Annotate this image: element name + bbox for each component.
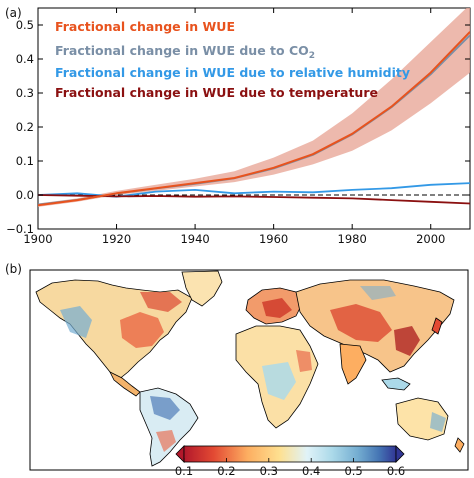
legend-rh: Fractional change in WUE due to relative…	[55, 65, 410, 80]
africa-blue-center	[262, 362, 296, 400]
asia-red-interior	[330, 304, 392, 342]
y-tick-label: 0.4	[16, 52, 34, 66]
x-tick-label: 1960	[259, 232, 288, 246]
europe-red	[262, 298, 292, 318]
panel-b-label: (b)	[5, 262, 22, 276]
southeast-asia-islands	[381, 377, 411, 391]
colorbar-tick-label: 0.1	[175, 464, 193, 478]
y-tick-label: 0.2	[16, 120, 34, 134]
panel-a-label: (a)	[5, 6, 22, 20]
panel-b: (b)	[5, 262, 469, 478]
north-america-red-northeast	[140, 292, 182, 312]
x-tick-label: 1920	[102, 232, 131, 246]
series-line-wue	[38, 31, 470, 207]
y-tick-label: 0.5	[16, 18, 34, 32]
new-zealand	[454, 437, 465, 453]
panel-a-plot-area	[38, 8, 470, 207]
colorbar: 0.1 0.2 0.3 0.4 0.5 0.6	[175, 445, 405, 478]
asia-dark-red-east	[394, 326, 420, 356]
colorbar-tick-label: 0.2	[217, 464, 235, 478]
y-tick-label: −0.1	[6, 222, 34, 236]
colorbar-tick-label: 0.3	[260, 464, 278, 478]
legend-temp: Fractional change in WUE due to temperat…	[55, 85, 378, 100]
australia-blue-east	[430, 412, 446, 432]
panel-a-axes: 1900 1920 1940 1960 1980 2000 −0.1 0.0 0.1 0.2 0.3…	[6, 8, 470, 246]
series-line-temp	[38, 194, 470, 205]
colorbar-ticks: 0.1 0.2 0.3 0.4 0.5 0.6	[175, 458, 405, 478]
south-america-red	[156, 430, 176, 452]
x-tick-label: 1900	[23, 232, 52, 246]
greenland	[181, 270, 223, 307]
y-tick-label: 0.3	[16, 86, 34, 100]
colorbar-tick-label: 0.5	[344, 464, 362, 478]
north-america-blue-west	[60, 306, 92, 338]
panel-a: (a) 1900 1920 1940 1960 1980 2000 −0.1 0.0 0.1 0.…	[5, 6, 471, 246]
x-tick-label: 1980	[338, 232, 367, 246]
legend: Fractional change in WUE Fractional chan…	[55, 19, 410, 100]
world-map	[35, 270, 465, 467]
south-america-blue	[150, 396, 180, 420]
legend-co2: Fractional change in WUE due to CO2	[55, 43, 315, 61]
legend-wue: Fractional change in WUE	[55, 19, 235, 34]
colorbar-max-extend	[395, 445, 405, 463]
x-tick-label: 1940	[180, 232, 209, 246]
colorbar-tick-label: 0.6	[387, 464, 405, 478]
central-america	[109, 371, 141, 397]
india	[339, 343, 367, 385]
colorbar-tick-label: 0.4	[302, 464, 320, 478]
colorbar-gradient	[183, 445, 397, 463]
legend-co2-text: Fractional change in WUE due to CO	[55, 43, 309, 58]
uncertainty-band	[38, 8, 470, 207]
japan	[431, 317, 443, 335]
x-tick-label: 2000	[416, 232, 445, 246]
legend-co2-sub: 2	[309, 51, 315, 61]
asia-blue-north	[360, 286, 396, 300]
y-tick-label: 0.1	[16, 154, 34, 168]
y-tick-label: 0.0	[16, 188, 34, 202]
north-america-red-east	[120, 312, 164, 348]
africa-red-east	[296, 350, 312, 372]
